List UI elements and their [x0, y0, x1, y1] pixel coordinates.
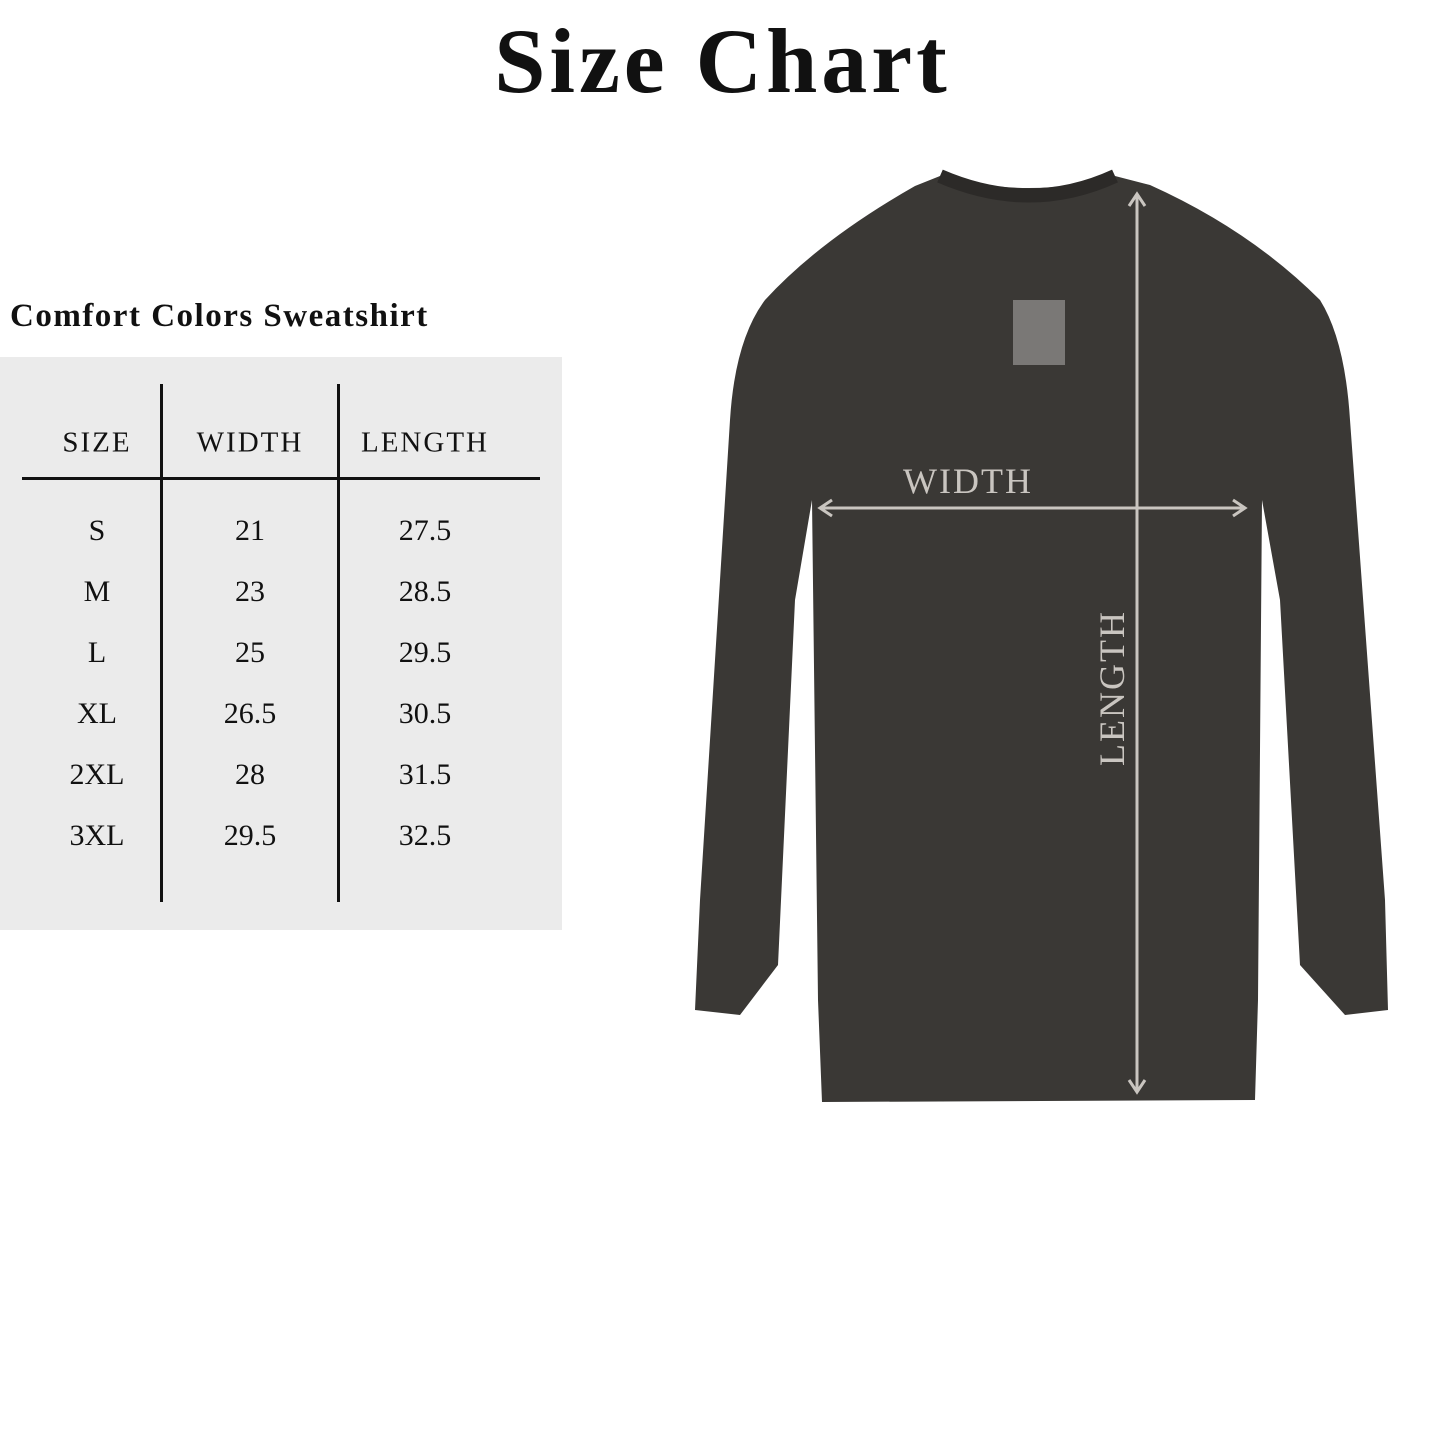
table-cell: 31.5 [398, 758, 452, 791]
table-cell: 28 [235, 758, 265, 791]
size-table: SIZE WIDTH LENGTH S 21 27.5 M 23 28.5 L 25 29.5 XL 26… [0, 357, 562, 930]
table-cell: XL [77, 697, 117, 730]
table-cell: M [83, 575, 111, 608]
table-cell: 28.5 [398, 575, 452, 608]
sweatshirt-image [695, 176, 1388, 1102]
brand-tag [1013, 300, 1065, 365]
table-cell: L [87, 636, 107, 669]
product-name: Comfort Colors Sweatshirt [10, 298, 429, 334]
column-divider [337, 384, 340, 902]
table-cell: 2XL [69, 758, 125, 791]
table-cell: 30.5 [398, 697, 452, 730]
table-cell: 3XL [69, 819, 125, 852]
length-label: LENGTH [1092, 610, 1132, 766]
table-cell: S [88, 514, 106, 547]
table-cell: 29.5 [223, 819, 277, 852]
table-cell: 32.5 [398, 819, 452, 852]
column-header: SIZE [62, 426, 132, 459]
table-cell: 27.5 [398, 514, 452, 547]
column-header: LENGTH [361, 426, 489, 459]
width-label: WIDTH [903, 461, 1033, 501]
table-cell: 23 [235, 575, 265, 608]
table-cell: 21 [235, 514, 265, 547]
table-cell: 26.5 [223, 697, 277, 730]
table-cell: 25 [235, 636, 265, 669]
column-divider [160, 384, 163, 902]
column-header: WIDTH [196, 426, 304, 459]
table-cell: 29.5 [398, 636, 452, 669]
header-divider [22, 477, 540, 480]
page-title: Size Chart [494, 10, 951, 112]
